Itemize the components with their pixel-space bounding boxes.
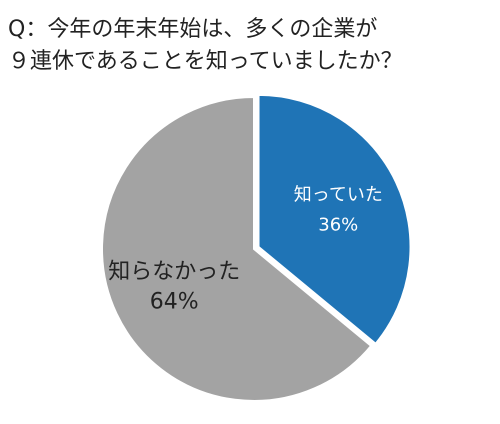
slice-label: 知らなかった [108,260,240,285]
slice-label: 知っていた [294,184,383,205]
chart-title: Q：今年の年末年始は、多くの企業が [8,17,377,42]
pie-slice [257,93,412,346]
chart-title: ９連休であることを知っていましたか？ [8,49,403,74]
pie-slice [101,95,373,402]
slice-value-label: 36% [318,214,358,235]
slice-value-label: 64% [150,290,199,315]
